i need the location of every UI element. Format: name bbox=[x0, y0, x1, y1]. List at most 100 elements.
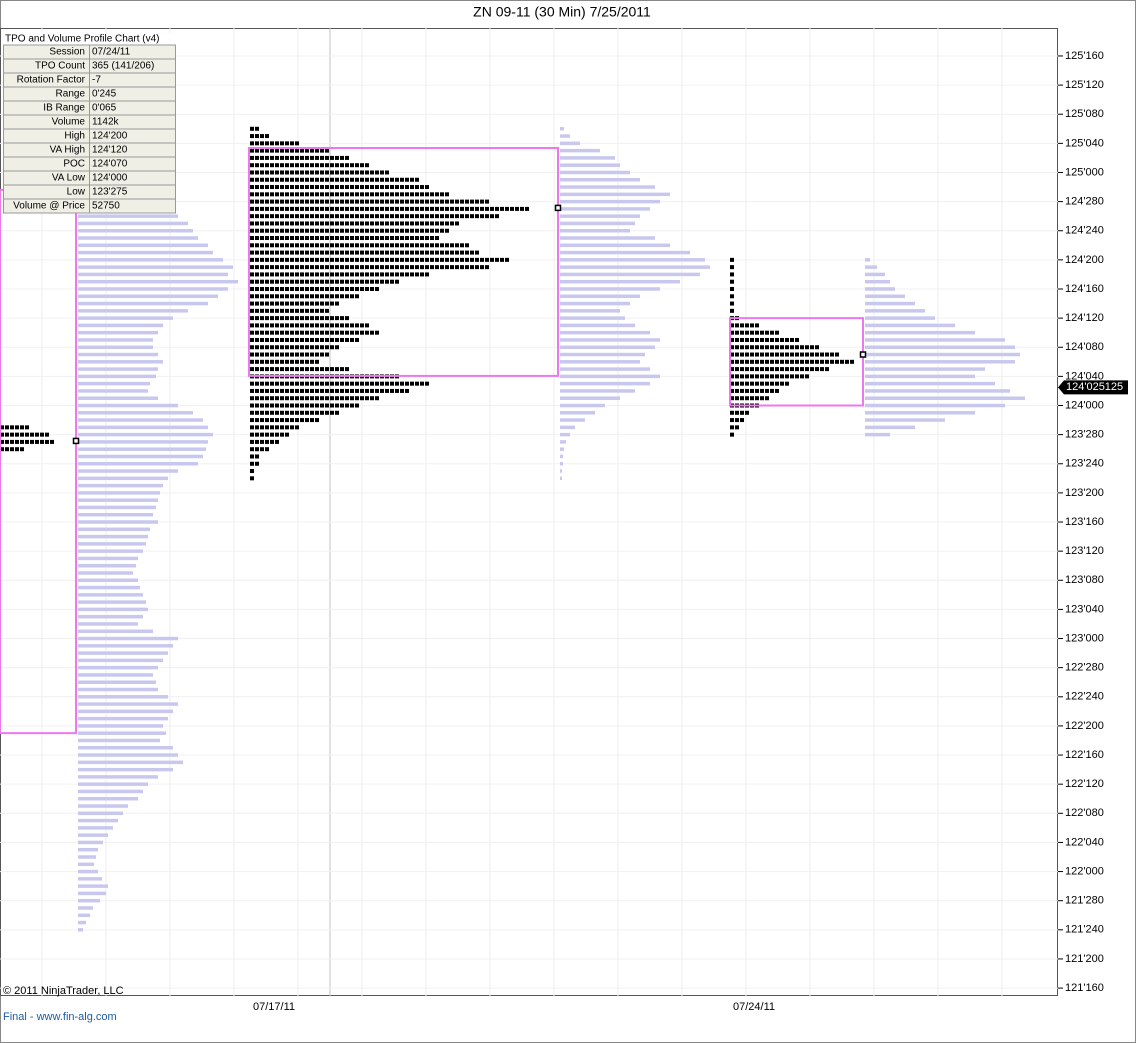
volume-bar bbox=[78, 789, 143, 794]
volume-bar bbox=[78, 250, 213, 255]
volume-bar bbox=[78, 360, 163, 364]
tpo-row bbox=[249, 134, 269, 139]
volume-bar bbox=[78, 432, 213, 437]
volume-bar bbox=[560, 199, 660, 204]
volume-bar bbox=[78, 593, 143, 597]
poc-marker bbox=[554, 204, 562, 212]
volume-bar bbox=[865, 294, 905, 299]
poc-marker bbox=[72, 437, 80, 445]
volume-bar bbox=[78, 520, 158, 524]
tpo-row bbox=[249, 308, 329, 313]
volume-bar bbox=[78, 877, 102, 881]
tpo-row bbox=[249, 148, 329, 153]
tpo-row bbox=[249, 461, 259, 466]
volume-bar bbox=[560, 338, 660, 342]
tpo-row bbox=[249, 221, 459, 226]
volume-bar bbox=[865, 279, 890, 284]
y-tick-label: 124'240 bbox=[1065, 225, 1104, 237]
tpo-row bbox=[249, 388, 409, 393]
tpo-row bbox=[249, 439, 279, 444]
tpo-row bbox=[249, 425, 299, 430]
volume-bar bbox=[560, 272, 700, 277]
tpo-row bbox=[730, 410, 750, 415]
volume-bar bbox=[78, 323, 163, 328]
volume-bar bbox=[865, 258, 870, 262]
volume-bar bbox=[78, 607, 148, 612]
volume-bar bbox=[865, 396, 1025, 400]
volume-bar bbox=[560, 330, 650, 335]
volume-bar bbox=[78, 316, 173, 320]
volume-bar bbox=[560, 243, 670, 248]
tpo-row bbox=[730, 294, 735, 299]
tpo-row bbox=[730, 432, 735, 437]
tpo-row bbox=[249, 476, 254, 481]
volume-bar bbox=[78, 301, 208, 306]
volume-bar bbox=[78, 826, 113, 830]
volume-bar bbox=[560, 447, 564, 451]
volume-bar bbox=[560, 250, 690, 255]
info-value: 124'070 bbox=[92, 159, 128, 170]
volume-bar bbox=[78, 447, 206, 451]
volume-bar bbox=[78, 418, 203, 422]
plot-area bbox=[0, 28, 1058, 996]
volume-bar bbox=[560, 192, 670, 197]
volume-bar bbox=[560, 440, 566, 444]
volume-bar bbox=[78, 279, 238, 284]
volume-bar bbox=[78, 840, 103, 845]
tpo-row bbox=[249, 359, 319, 364]
tpo-row bbox=[249, 381, 429, 386]
volume-bar bbox=[560, 396, 620, 400]
tpo-row bbox=[249, 323, 369, 328]
volume-bar bbox=[78, 636, 178, 641]
info-value: 365 (141/206) bbox=[92, 61, 154, 72]
volume-bar bbox=[78, 651, 168, 655]
info-label: High bbox=[64, 131, 85, 142]
volume-bar bbox=[78, 556, 138, 561]
volume-bar bbox=[865, 403, 1005, 408]
volume-bar bbox=[78, 724, 163, 728]
volume-bar bbox=[865, 418, 945, 422]
tpo-row bbox=[249, 286, 379, 291]
volume-bar bbox=[78, 775, 158, 779]
volume-bar bbox=[78, 265, 233, 269]
y-tick-label: 122'040 bbox=[1065, 836, 1104, 848]
tpo-row bbox=[249, 469, 254, 474]
y-tick-label: 124'080 bbox=[1065, 341, 1104, 353]
volume-bar bbox=[78, 330, 158, 335]
info-value: 124'200 bbox=[92, 131, 128, 142]
tpo-row bbox=[249, 199, 489, 204]
volume-bar bbox=[78, 462, 198, 466]
tpo-row bbox=[249, 185, 429, 190]
volume-bar bbox=[78, 898, 100, 903]
volume-bar bbox=[78, 680, 156, 684]
volume-bar bbox=[78, 381, 150, 386]
info-cell bbox=[89, 72, 176, 88]
y-tick-label: 124'160 bbox=[1065, 283, 1104, 295]
y-tick-label: 124'200 bbox=[1065, 254, 1104, 266]
volume-bar bbox=[560, 185, 655, 189]
volume-bar bbox=[78, 542, 146, 546]
info-value: 124'120 bbox=[92, 145, 128, 156]
volume-bar bbox=[78, 767, 173, 772]
volume-bar bbox=[560, 374, 660, 379]
info-title: TPO and Volume Profile Chart (v4) bbox=[5, 34, 160, 45]
tpo-row bbox=[249, 432, 289, 437]
volume-bar bbox=[865, 432, 890, 437]
y-tick-label: 124'280 bbox=[1065, 196, 1104, 208]
tpo-row bbox=[730, 425, 740, 430]
volume-bar bbox=[560, 360, 640, 364]
volume-bar bbox=[560, 141, 580, 146]
info-label: Volume @ Price bbox=[13, 201, 85, 212]
volume-bar bbox=[78, 469, 178, 473]
volume-bar bbox=[78, 855, 96, 859]
tpo-row bbox=[249, 155, 349, 160]
info-table: TPO and Volume Profile Chart (v4) Session… bbox=[3, 33, 176, 214]
volume-bar bbox=[560, 432, 570, 437]
volume-bar bbox=[78, 294, 218, 299]
value-area bbox=[248, 147, 559, 377]
volume-bar bbox=[560, 352, 645, 357]
volume-bar bbox=[78, 571, 133, 575]
y-tick-label: 122'280 bbox=[1065, 662, 1104, 674]
tpo-row bbox=[249, 177, 419, 182]
volume-bar bbox=[78, 527, 150, 532]
